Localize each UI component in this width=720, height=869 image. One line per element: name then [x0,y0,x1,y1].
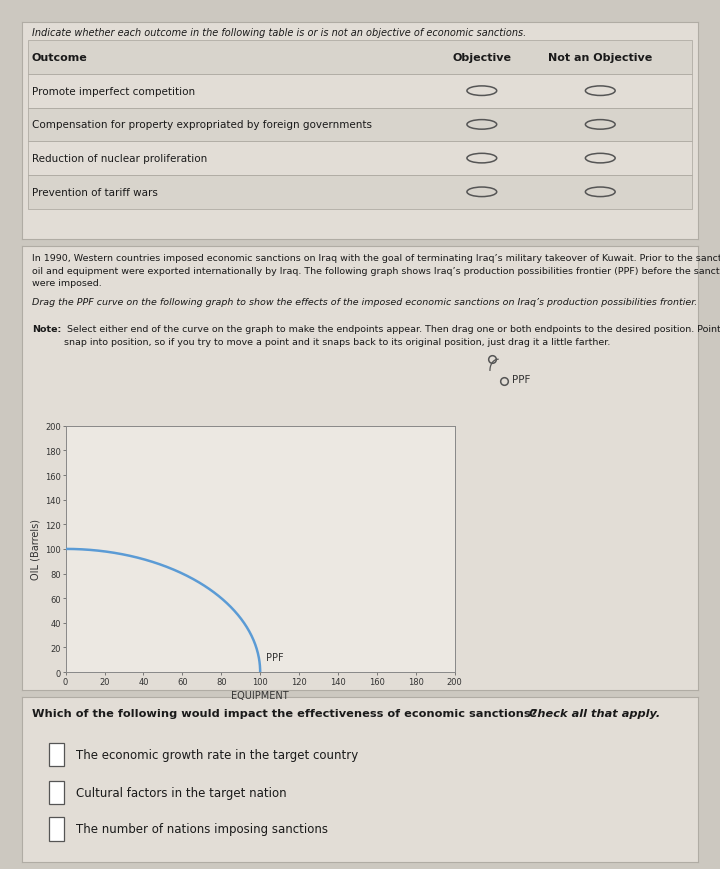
Text: Promote imperfect competition: Promote imperfect competition [32,87,195,96]
Text: Select either end of the curve on the graph to make the endpoints appear. Then d: Select either end of the curve on the gr… [64,324,720,346]
Text: Check all that apply.: Check all that apply. [529,708,660,719]
Text: The number of nations imposing sanctions: The number of nations imposing sanctions [76,823,328,835]
Text: Indicate whether each outcome in the following table is or is not an objective o: Indicate whether each outcome in the fol… [32,28,526,38]
Text: Compensation for property expropriated by foreign governments: Compensation for property expropriated b… [32,120,372,130]
Bar [49,781,63,805]
Bar [28,41,692,75]
Bar [28,75,692,109]
Bar [28,142,692,176]
Text: Cultural factors in the target nation: Cultural factors in the target nation [76,786,287,799]
Y-axis label: OIL (Barrels): OIL (Barrels) [31,519,41,580]
Text: Drag the PPF curve on the following graph to show the effects of the imposed eco: Drag the PPF curve on the following grap… [32,298,697,307]
Text: Not an Objective: Not an Objective [548,53,652,63]
Text: Reduction of nuclear proliferation: Reduction of nuclear proliferation [32,154,207,164]
Bar [49,743,63,766]
Text: PPF: PPF [513,375,531,385]
Bar [28,176,692,209]
Text: Which of the following would impact the effectiveness of economic sanctions?: Which of the following would impact the … [32,708,541,719]
Text: Objective: Objective [452,53,511,63]
Text: The economic growth rate in the target country: The economic growth rate in the target c… [76,748,358,761]
X-axis label: EQUIPMENT: EQUIPMENT [231,690,289,700]
Text: In 1990, Western countries imposed economic sanctions on Iraq with the goal of t: In 1990, Western countries imposed econo… [32,254,720,289]
Text: Prevention of tariff wars: Prevention of tariff wars [32,188,158,197]
Text: Note:: Note: [32,324,61,334]
Text: Outcome: Outcome [32,53,88,63]
Bar [28,109,692,142]
Bar [49,818,63,840]
Text: PPF: PPF [266,653,284,662]
